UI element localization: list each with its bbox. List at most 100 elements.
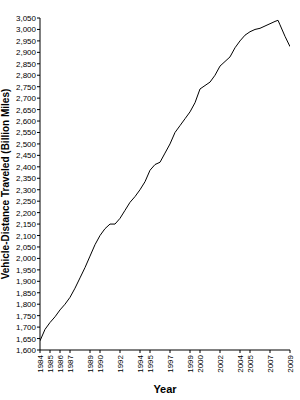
y-tick — [37, 292, 40, 293]
y-tick — [37, 212, 40, 213]
x-tick — [50, 350, 51, 353]
x-tick-label: 1990 — [96, 354, 105, 372]
x-tick — [150, 350, 151, 353]
y-tick-label: 1,750 — [16, 312, 37, 321]
x-tick-label: 1984 — [36, 354, 45, 372]
x-tick-label: 1997 — [166, 354, 175, 372]
y-tick-label: 2,350 — [16, 174, 37, 183]
y-tick-label: 2,900 — [16, 48, 37, 57]
y-tick-label: 2,250 — [16, 197, 37, 206]
y-tick — [37, 281, 40, 282]
y-tick-label: 3,000 — [16, 25, 37, 34]
y-tick — [37, 40, 40, 41]
y-tick — [37, 132, 40, 133]
y-tick-label: 2,650 — [16, 106, 37, 115]
y-tick — [37, 315, 40, 316]
y-tick-label: 2,600 — [16, 117, 37, 126]
x-tick — [140, 350, 141, 353]
y-tick — [37, 121, 40, 122]
y-tick — [37, 109, 40, 110]
x-tick-label: 2000 — [196, 354, 205, 372]
y-tick-label: 2,100 — [16, 232, 37, 241]
x-tick — [100, 350, 101, 353]
y-tick-label: 2,050 — [16, 243, 37, 252]
x-tick — [250, 350, 251, 353]
y-tick-label: 2,450 — [16, 151, 37, 160]
y-tick — [37, 246, 40, 247]
y-tick-label: 3,050 — [16, 14, 37, 23]
y-tick-label: 1,950 — [16, 266, 37, 275]
y-tick — [37, 18, 40, 19]
y-tick-label: 1,700 — [16, 323, 37, 332]
x-tick — [40, 350, 41, 353]
y-tick — [37, 201, 40, 202]
x-tick-label: 1999 — [186, 354, 195, 372]
y-tick — [37, 52, 40, 53]
y-tick-label: 2,750 — [16, 83, 37, 92]
y-tick — [37, 178, 40, 179]
y-tick — [37, 29, 40, 30]
y-tick-label: 2,000 — [16, 254, 37, 263]
x-tick — [70, 350, 71, 353]
y-tick-label: 2,850 — [16, 60, 37, 69]
y-tick-label: 1,600 — [16, 346, 37, 355]
x-tick — [90, 350, 91, 353]
x-tick-label: 2009 — [286, 354, 295, 372]
x-tick — [290, 350, 291, 353]
y-tick-label: 2,300 — [16, 186, 37, 195]
y-tick — [37, 304, 40, 305]
y-tick-label: 2,800 — [16, 71, 37, 80]
y-tick — [37, 338, 40, 339]
y-axis — [40, 18, 41, 350]
y-axis-label: Vehicle-Distance Traveled (Billion Miles… — [0, 89, 11, 280]
x-tick-label: 1994 — [136, 354, 145, 372]
y-tick — [37, 86, 40, 87]
x-tick-label: 2004 — [236, 354, 245, 372]
x-tick-label: 2005 — [246, 354, 255, 372]
x-tick — [60, 350, 61, 353]
x-tick — [220, 350, 221, 353]
y-tick — [37, 258, 40, 259]
x-axis — [40, 350, 290, 351]
x-tick-label: 1995 — [146, 354, 155, 372]
x-tick — [200, 350, 201, 353]
x-tick — [170, 350, 171, 353]
y-tick — [37, 224, 40, 225]
x-axis-label: Year — [153, 383, 177, 395]
y-tick — [37, 269, 40, 270]
y-tick-label: 2,700 — [16, 94, 37, 103]
y-tick-label: 2,550 — [16, 128, 37, 137]
x-tick — [270, 350, 271, 353]
x-tick — [240, 350, 241, 353]
y-tick — [37, 63, 40, 64]
y-tick-label: 1,900 — [16, 277, 37, 286]
y-tick — [37, 189, 40, 190]
x-tick-label: 2007 — [266, 354, 275, 372]
y-tick — [37, 235, 40, 236]
y-tick — [37, 75, 40, 76]
x-tick-label: 1985 — [46, 354, 55, 372]
y-tick — [37, 327, 40, 328]
x-tick-label: 1989 — [86, 354, 95, 372]
y-tick-label: 1,650 — [16, 335, 37, 344]
y-tick-label: 2,500 — [16, 140, 37, 149]
chart: 1,600 1,650 1,700 1,750 1,800 1,850 1,900 1,950… — [0, 0, 300, 400]
y-tick — [37, 166, 40, 167]
y-tick-label: 2,200 — [16, 209, 37, 218]
y-tick-label: 2,950 — [16, 37, 37, 46]
y-tick — [37, 155, 40, 156]
x-tick-label: 2002 — [216, 354, 225, 372]
y-tick — [37, 98, 40, 99]
y-tick-label: 1,800 — [16, 300, 37, 309]
x-tick-label: 1987 — [66, 354, 75, 372]
data-line — [40, 20, 290, 341]
y-tick-label: 1,850 — [16, 289, 37, 298]
plot-area — [40, 20, 290, 341]
y-tick-label: 2,400 — [16, 163, 37, 172]
y-tick-label: 2,150 — [16, 220, 37, 229]
x-tick — [120, 350, 121, 353]
y-tick — [37, 143, 40, 144]
x-tick-label: 1992 — [116, 354, 125, 372]
x-tick — [190, 350, 191, 353]
x-tick-label: 1986 — [56, 354, 65, 372]
